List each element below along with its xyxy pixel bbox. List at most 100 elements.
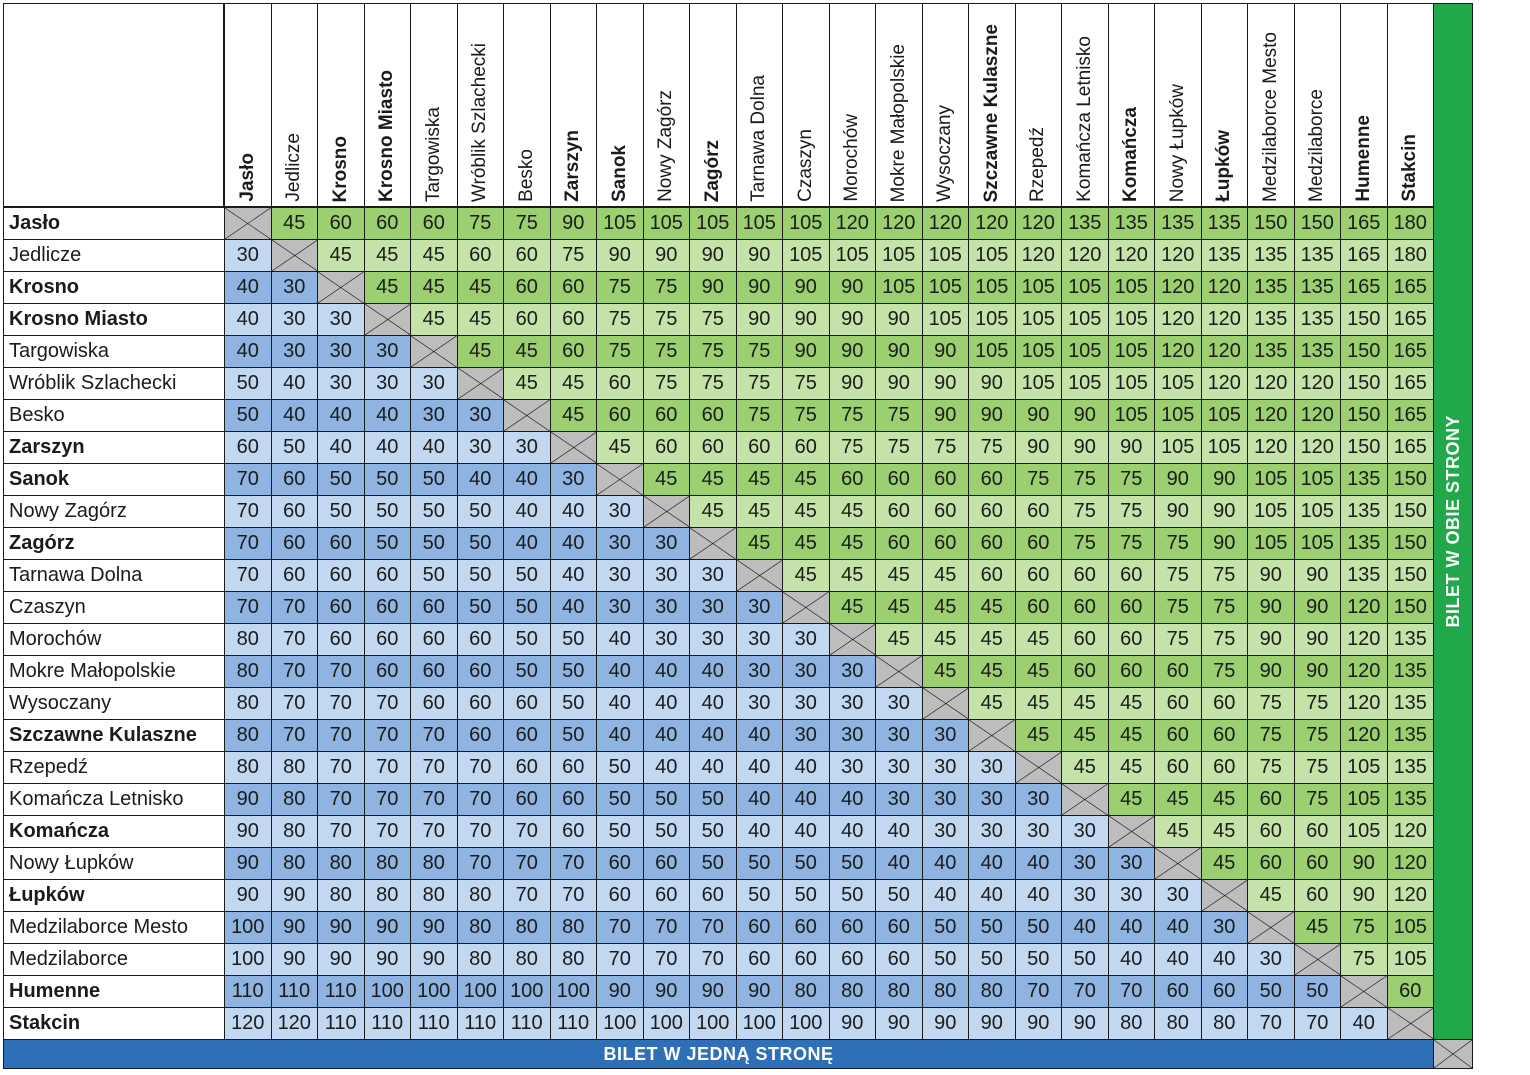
fare-cell-one-way: 60 (363, 559, 411, 592)
fare-cell-both-ways: 45 (782, 495, 830, 528)
row-header: Wysoczany (3, 687, 225, 720)
column-header-label: Jedlicze (283, 133, 305, 202)
fare-cell-both-ways: 75 (921, 431, 969, 464)
fare-cell-one-way: 70 (224, 591, 272, 624)
fare-cell-one-way: 40 (456, 463, 504, 496)
fare-cell-both-ways: 75 (596, 271, 644, 304)
diagonal-cross-icon (1061, 783, 1109, 816)
fare-cell-one-way: 90 (968, 1007, 1016, 1040)
fare-cell-one-way: 110 (224, 975, 272, 1008)
fare-cell-both-ways: 120 (1154, 335, 1202, 368)
fare-cell-both-ways: 45 (828, 527, 876, 560)
fare-cell-both-ways: 105 (1061, 335, 1109, 368)
fare-cell-one-way: 30 (642, 623, 690, 656)
fare-cell-both-ways: 60 (1247, 847, 1295, 880)
row-header: Besko (3, 399, 225, 432)
fare-cell-one-way: 50 (921, 943, 969, 976)
fare-cell-one-way: 30 (735, 655, 783, 688)
row-header: Stakcin (3, 1007, 225, 1040)
column-header: Sanok (596, 3, 644, 207)
column-header-label: Nowy Zagórz (655, 90, 677, 202)
fare-cell-one-way: 110 (363, 1007, 411, 1040)
fare-cell-one-way: 80 (224, 655, 272, 688)
fare-cell-both-ways: 135 (1107, 207, 1155, 240)
fare-cell-both-ways: 105 (1154, 399, 1202, 432)
fare-cell-one-way: 70 (689, 943, 737, 976)
column-header: Krosno (317, 3, 365, 207)
fare-cell-both-ways: 90 (782, 303, 830, 336)
fare-cell-one-way: 30 (642, 591, 690, 624)
fare-cell-one-way: 40 (1014, 847, 1062, 880)
fare-cell-both-ways: 135 (1340, 463, 1388, 496)
fare-cell-both-ways: 90 (828, 271, 876, 304)
fare-cell-both-ways: 75 (1154, 527, 1202, 560)
fare-cell-both-ways: 75 (828, 431, 876, 464)
fare-cell-one-way: 60 (363, 623, 411, 656)
fare-cell-one-way: 30 (921, 719, 969, 752)
fare-cell-both-ways: 60 (1247, 815, 1295, 848)
column-header: Medzilaborce Mesto (1247, 3, 1295, 207)
fare-cell-one-way: 60 (317, 559, 365, 592)
fare-cell-both-ways: 60 (503, 271, 551, 304)
fare-cell-one-way: 120 (270, 1007, 318, 1040)
fare-cell-both-ways: 135 (1386, 655, 1434, 688)
fare-cell-both-ways: 75 (1107, 527, 1155, 560)
fare-cell-both-ways: 60 (1107, 559, 1155, 592)
fare-cell-one-way: 40 (503, 495, 551, 528)
fare-cell-one-way: 60 (410, 623, 458, 656)
fare-cell-both-ways: 75 (1200, 591, 1248, 624)
fare-cell-one-way: 50 (410, 495, 458, 528)
fare-cell-both-ways: 75 (596, 335, 644, 368)
fare-cell-both-ways: 165 (1340, 271, 1388, 304)
fare-cell-both-ways: 60 (968, 559, 1016, 592)
fare-cell-one-way: 60 (270, 527, 318, 560)
fare-cell-one-way: 30 (735, 687, 783, 720)
fare-cell-one-way: 70 (270, 687, 318, 720)
fare-cell-both-ways: 90 (828, 335, 876, 368)
fare-cell-one-way: 70 (270, 623, 318, 656)
fare-cell-both-ways: 90 (1247, 591, 1295, 624)
fare-cell-one-way: 50 (596, 751, 644, 784)
fare-cell-both-ways: 120 (1200, 271, 1248, 304)
fare-cell-one-way: 70 (410, 719, 458, 752)
fare-cell-one-way: 40 (828, 783, 876, 816)
fare-cell-both-ways: 105 (921, 303, 969, 336)
fare-cell-both-ways: 90 (828, 367, 876, 400)
fare-cell-one-way: 40 (735, 815, 783, 848)
fare-cell-both-ways: 75 (1340, 943, 1388, 976)
fare-cell-both-ways: 75 (689, 367, 737, 400)
fare-cell-both-ways: 150 (1386, 527, 1434, 560)
fare-cell-one-way: 30 (1107, 847, 1155, 880)
fare-cell-one-way: 50 (503, 559, 551, 592)
fare-cell-both-ways: 135 (1293, 271, 1341, 304)
diagonal-cross-icon (968, 719, 1016, 752)
fare-cell-both-ways: 75 (1014, 463, 1062, 496)
column-header: Komańcza (1107, 3, 1155, 207)
fare-cell-both-ways: 60 (1200, 719, 1248, 752)
fare-cell-both-ways: 45 (1061, 687, 1109, 720)
diagonal-cross-icon (1247, 911, 1295, 944)
fare-cell-one-way: 60 (503, 719, 551, 752)
fare-cell-both-ways: 45 (1014, 687, 1062, 720)
fare-cell-one-way: 60 (317, 591, 365, 624)
fare-cell-one-way: 30 (689, 559, 737, 592)
fare-cell-one-way: 50 (828, 847, 876, 880)
fare-cell-one-way: 50 (782, 847, 830, 880)
fare-cell-one-way: 40 (875, 847, 923, 880)
fare-cell-both-ways: 75 (689, 335, 737, 368)
fare-cell-one-way: 50 (456, 559, 504, 592)
fare-cell-both-ways: 90 (596, 239, 644, 272)
fare-cell-one-way: 50 (596, 783, 644, 816)
fare-cell-one-way: 30 (596, 559, 644, 592)
fare-cell-both-ways: 45 (828, 591, 876, 624)
fare-cell-one-way: 30 (596, 527, 644, 560)
fare-cell-one-way: 40 (224, 271, 272, 304)
fare-cell-both-ways: 75 (1200, 655, 1248, 688)
fare-cell-one-way: 60 (503, 783, 551, 816)
fare-cell-both-ways: 90 (968, 399, 1016, 432)
fare-cell-one-way: 40 (596, 655, 644, 688)
fare-cell-both-ways: 90 (1340, 879, 1388, 912)
fare-cell-both-ways: 90 (1200, 527, 1248, 560)
diagonal-cross-icon (363, 303, 411, 336)
fare-cell-one-way: 70 (596, 943, 644, 976)
